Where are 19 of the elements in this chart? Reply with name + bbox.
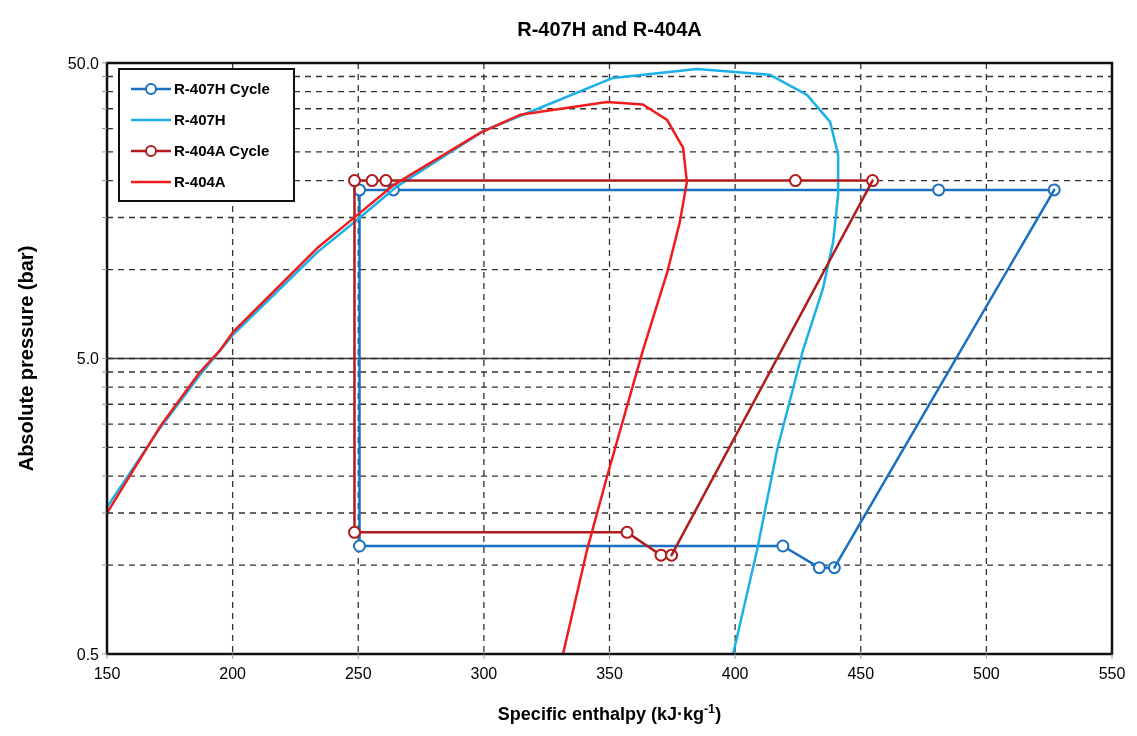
legend-label: R-407H Cycle [174,80,270,98]
x-tick-label: 550 [1098,665,1126,682]
y-axis-title: Absolute pressure (bar) [15,245,37,472]
chart-title: R-407H and R-404A [517,18,702,40]
legend-label: R-404A Cycle [174,142,270,160]
x-tick-label: 250 [344,665,372,682]
x-axis-title: Specific enthalpy (kJ·kg$^{-1}$) [497,702,722,724]
y-tick-label: 0.5 [76,645,100,663]
x-tick-label: 450 [847,665,875,682]
x-tick-label: 400 [721,665,749,682]
x-tick-label: 300 [470,665,498,682]
legend-label: R-404A [174,173,226,191]
y-tick-label: 50.0 [67,54,100,72]
legend-label: R-407H [174,111,226,129]
x-tick-label: 200 [219,665,247,682]
x-tick-label: 350 [596,665,623,682]
x-tick-label: 500 [973,665,1000,682]
y-tick-label: 5.0 [76,350,100,368]
x-tick-label: 150 [93,665,121,682]
